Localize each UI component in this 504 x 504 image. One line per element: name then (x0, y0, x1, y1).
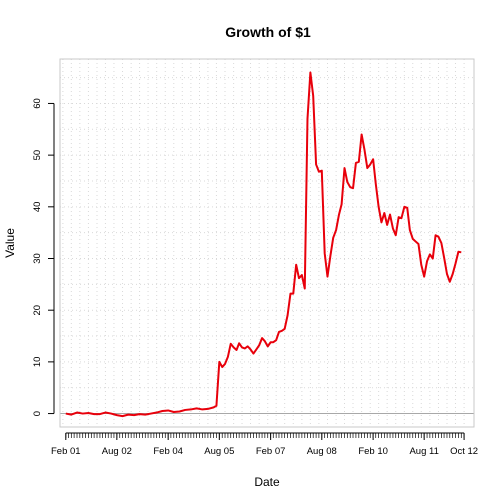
x-axis-tick-label: Oct 12 (450, 446, 478, 457)
y-axis-tick-label: 60 (32, 98, 43, 109)
x-axis-tick-label: Aug 02 (102, 446, 132, 457)
series-line (65, 71, 462, 418)
plot-area-border (59, 58, 475, 428)
x-axis: Feb 01 Aug 02 Feb 04 Aug 05 Feb 07 Aug 08 Feb … (51, 432, 478, 457)
y-axis-tick-label: 10 (32, 357, 43, 368)
series-group (65, 71, 462, 418)
x-axis-label: Date (254, 475, 280, 489)
chart-title: Growth of $1 (225, 24, 311, 40)
x-axis-tick-label: Aug 11 (409, 446, 438, 457)
x-axis-tick-label: Feb 07 (256, 446, 286, 457)
x-axis-tick-label: Aug 08 (307, 446, 337, 457)
y-axis: 0 10 20 30 40 50 60 (32, 98, 55, 416)
y-axis-tick-label: 30 (32, 253, 43, 264)
x-axis-tick-label: Feb 01 (51, 446, 81, 457)
y-axis-tick-label: 50 (32, 150, 43, 161)
grid-lines (60, 59, 474, 427)
x-axis-tick-label: Aug 05 (204, 446, 234, 457)
y-axis-label: Value (3, 228, 17, 258)
x-axis-tick-label: Feb 10 (358, 446, 388, 457)
x-axis-tick-label: Feb 04 (153, 446, 183, 457)
y-axis-tick-label: 0 (32, 411, 43, 416)
y-axis-tick-label: 20 (32, 305, 43, 316)
y-axis-tick-label: 40 (32, 202, 43, 213)
